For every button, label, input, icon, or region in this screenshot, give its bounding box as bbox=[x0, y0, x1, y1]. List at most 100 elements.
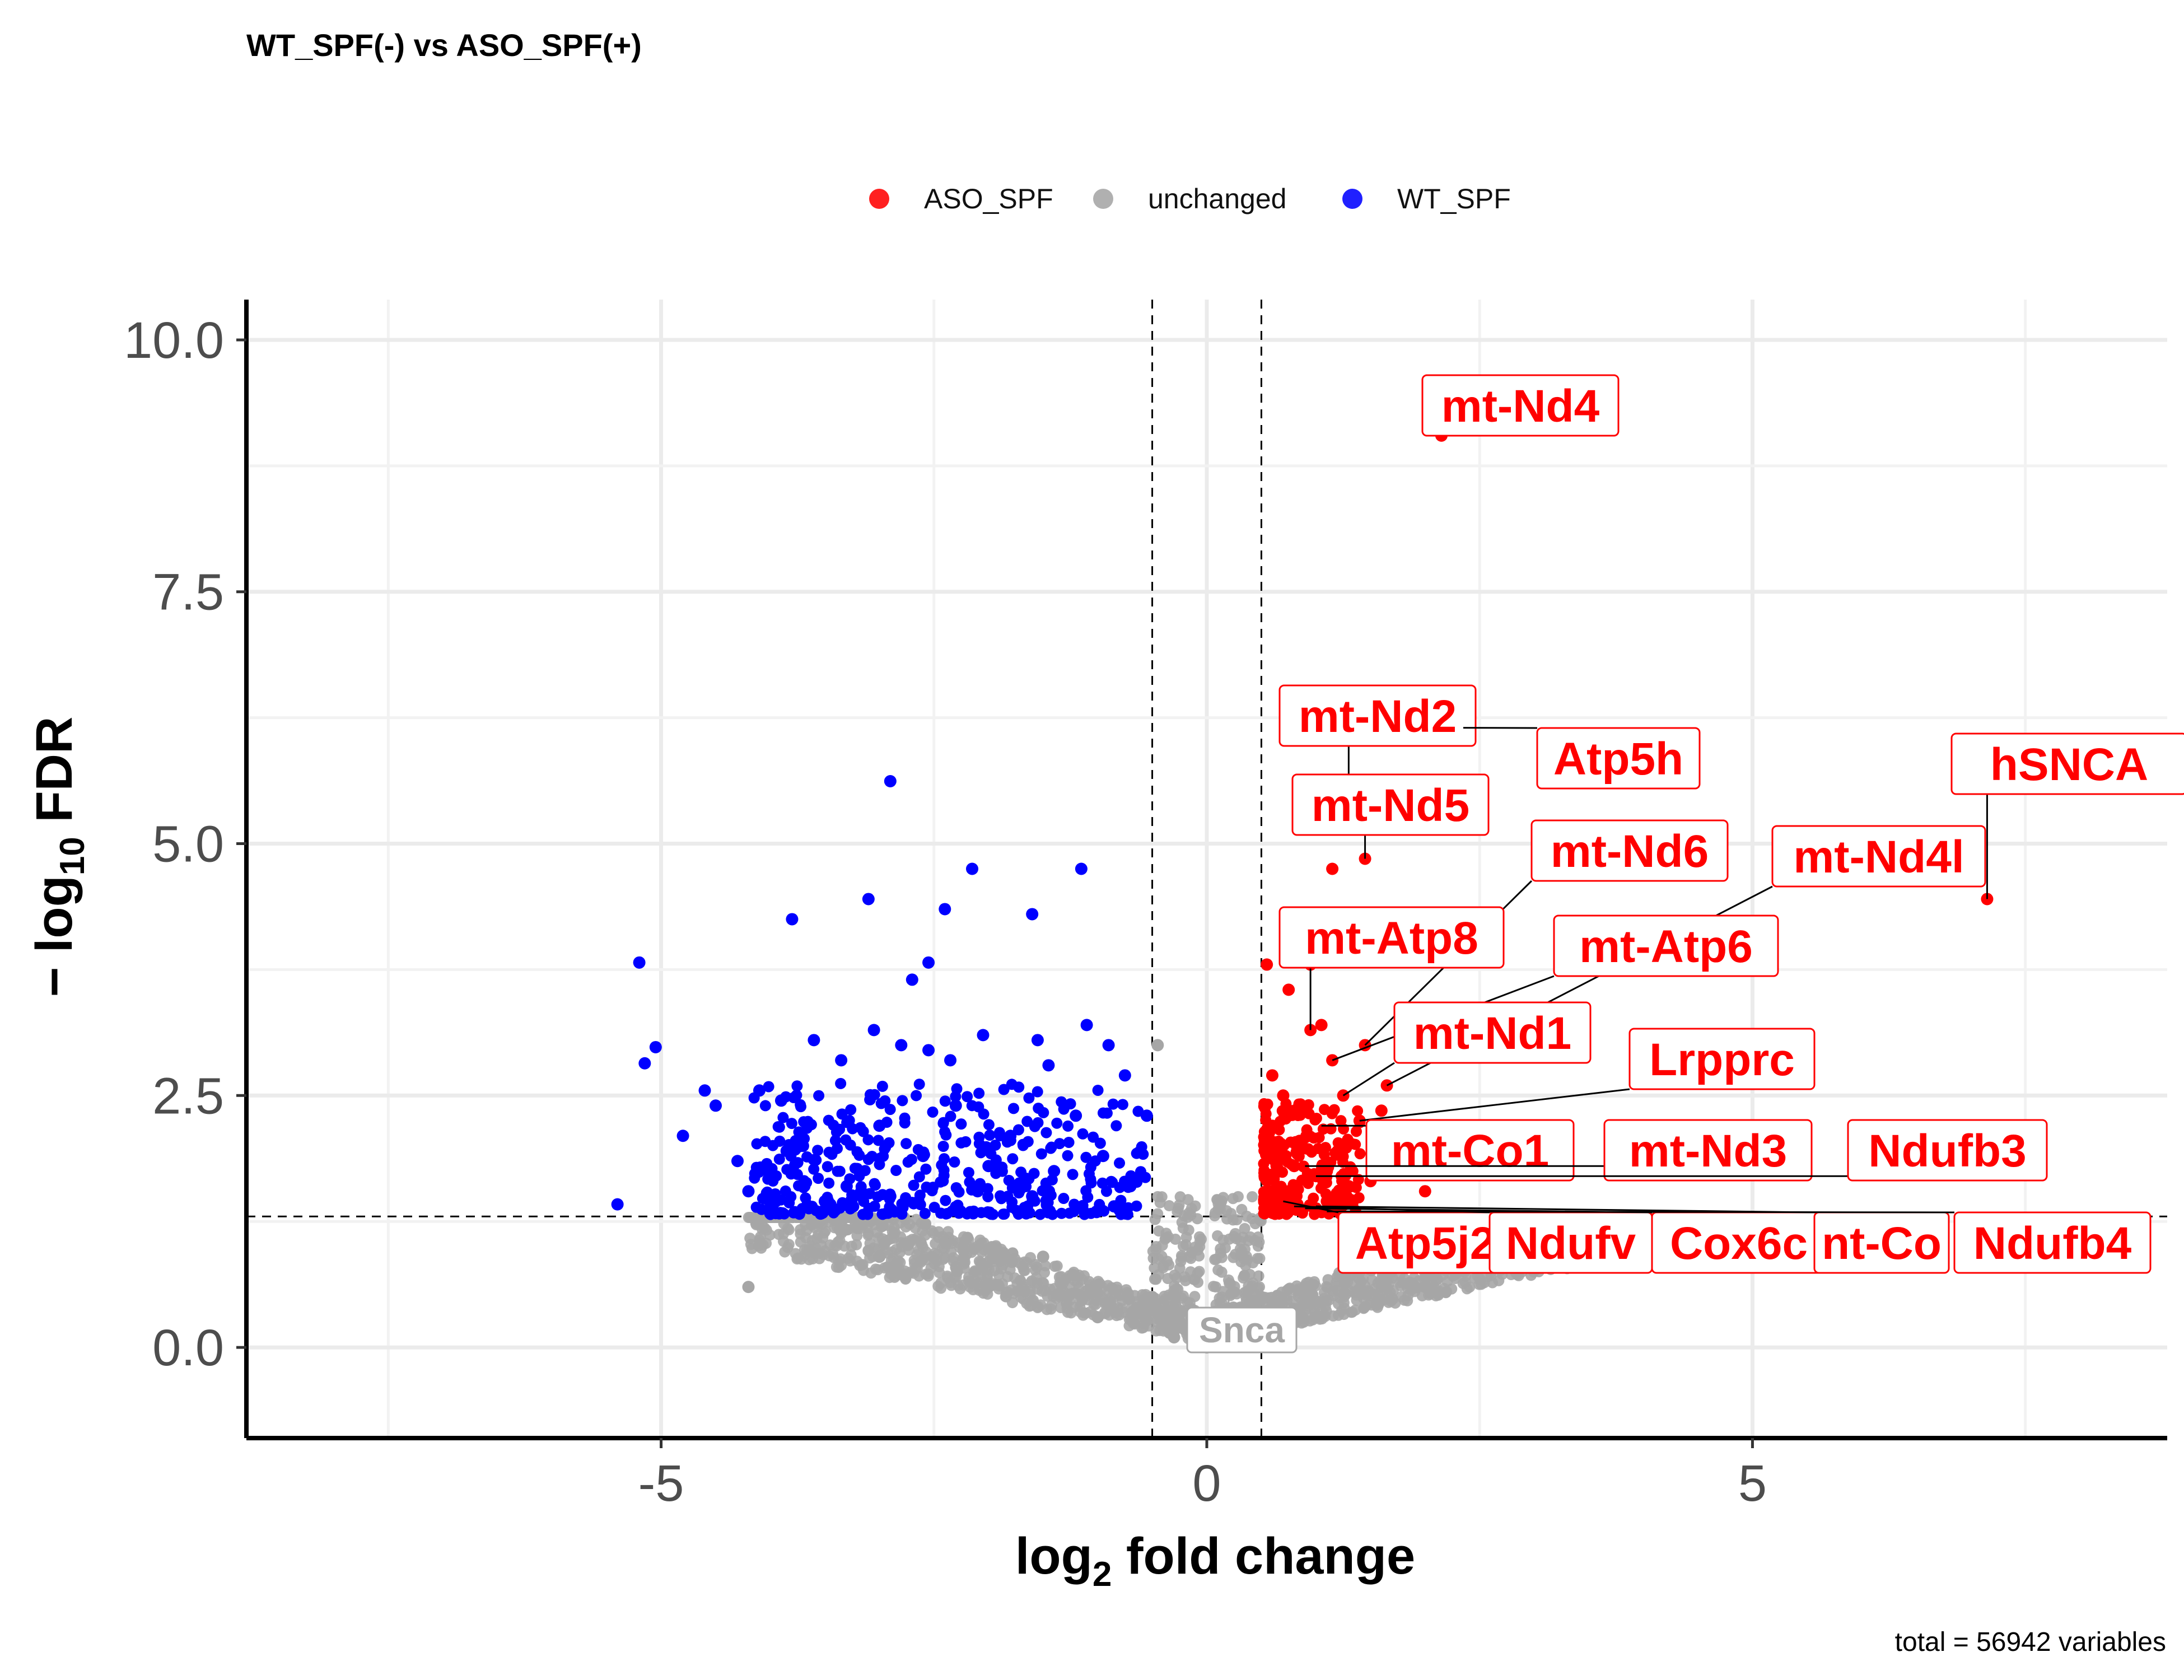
gene-label-2: Atp5h bbox=[1553, 734, 1683, 785]
unchanged-cloud-point bbox=[965, 1277, 977, 1289]
unchanged-cloud-point bbox=[778, 1228, 790, 1240]
label-box-5 bbox=[1530, 819, 1729, 882]
wt-spf-point bbox=[926, 1185, 938, 1197]
wt-spf-point bbox=[1056, 1207, 1067, 1219]
wt-spf-point bbox=[813, 1090, 825, 1102]
wt_spf-point bbox=[939, 903, 951, 916]
unchanged-cloud-point bbox=[881, 1261, 893, 1273]
unchanged-cloud-point bbox=[1156, 1319, 1168, 1331]
wt-spf-point bbox=[1040, 1127, 1052, 1138]
legend-label-wt_spf: WT_SPF bbox=[1397, 183, 1511, 214]
wt-spf-point bbox=[1007, 1153, 1019, 1165]
wt_spf-point bbox=[676, 1130, 689, 1142]
wt-spf-point bbox=[908, 1179, 920, 1191]
unchanged-cloud-point bbox=[1163, 1200, 1175, 1212]
gene-label-4: hSNCA bbox=[1990, 739, 2148, 790]
unchanged-cloud-point bbox=[792, 1252, 804, 1264]
unchanged-cloud-point bbox=[983, 1255, 995, 1267]
aso-spf-point bbox=[1337, 1156, 1348, 1168]
gene-label-18: Ndufb4 bbox=[1973, 1218, 2132, 1269]
wt_spf-point bbox=[922, 1044, 935, 1057]
unchanged-cloud-point bbox=[916, 1238, 927, 1250]
wt_spf-point bbox=[786, 913, 799, 926]
wt-spf-point bbox=[788, 1092, 800, 1104]
aso-spf-point bbox=[1320, 1177, 1332, 1189]
unchanged-cloud-point bbox=[1186, 1246, 1198, 1258]
wt-spf-point bbox=[914, 1199, 926, 1211]
unchanged-cloud-point bbox=[1336, 1305, 1348, 1317]
y-tick-label-0: 0.0 bbox=[152, 1319, 224, 1376]
unchanged-cloud-point bbox=[1241, 1210, 1253, 1222]
wt-spf-point bbox=[806, 1201, 818, 1212]
wt-spf-point bbox=[962, 1091, 973, 1103]
wt-spf-point bbox=[777, 1207, 788, 1219]
unchanged-cloud-point bbox=[1318, 1287, 1330, 1299]
wt-spf-point bbox=[1021, 1116, 1033, 1127]
gene-label-9: mt-Nd1 bbox=[1413, 1008, 1571, 1059]
wt_spf-point bbox=[1108, 1200, 1121, 1213]
unchanged-point bbox=[742, 1281, 755, 1294]
wt-spf-point bbox=[840, 1134, 852, 1146]
wt_spf-point bbox=[764, 1170, 777, 1183]
unchanged-cloud-point bbox=[881, 1234, 893, 1246]
aso_spf-point bbox=[1277, 1089, 1290, 1102]
wt-spf-point bbox=[863, 1202, 875, 1214]
gene-label-5: mt-Nd6 bbox=[1551, 826, 1709, 877]
unchanged-point bbox=[1151, 1039, 1164, 1052]
unchanged-cloud-point bbox=[1149, 1273, 1160, 1285]
wt_spf-point bbox=[1042, 1059, 1055, 1072]
wt_spf-point bbox=[753, 1084, 766, 1097]
wt-spf-point bbox=[769, 1188, 781, 1200]
unchanged-cloud-point bbox=[1121, 1284, 1132, 1296]
unchanged-cloud-point bbox=[1319, 1301, 1331, 1313]
aso-spf-point bbox=[1259, 1103, 1271, 1114]
wt_spf-point bbox=[1026, 1190, 1039, 1203]
wt-spf-point bbox=[759, 1136, 771, 1147]
aso_spf-point bbox=[1282, 983, 1295, 996]
unchanged-cloud-point bbox=[1103, 1285, 1114, 1297]
legend-label-aso_spf: ASO_SPF bbox=[924, 183, 1053, 214]
unchanged-cloud-point bbox=[1149, 1214, 1161, 1225]
wt-spf-point bbox=[841, 1117, 853, 1128]
wt-spf-point bbox=[1100, 1186, 1112, 1197]
wt_spf-point bbox=[977, 1029, 990, 1042]
wt-spf-point bbox=[845, 1104, 857, 1116]
unchanged-cloud-point bbox=[1084, 1279, 1096, 1291]
wt-spf-point bbox=[939, 1095, 951, 1107]
unchanged-cloud-point bbox=[846, 1240, 857, 1252]
wt-spf-point bbox=[767, 1201, 778, 1213]
y-axis-title: − log10 FDR bbox=[26, 717, 92, 997]
legend-key-wt_spf bbox=[1342, 189, 1362, 209]
aso_spf-point bbox=[1315, 1019, 1328, 1032]
aso-spf-point bbox=[1318, 1149, 1330, 1160]
wt-spf-point bbox=[855, 1181, 867, 1193]
wt_spf-point bbox=[818, 1195, 831, 1208]
unchanged-cloud-point bbox=[818, 1249, 829, 1261]
gene-label-17: nt-Co bbox=[1822, 1218, 1942, 1269]
wt-spf-point bbox=[875, 1098, 887, 1109]
unchanged-cloud-point bbox=[1219, 1242, 1231, 1254]
wt-spf-point bbox=[955, 1137, 967, 1149]
y-tick-label-3: 7.5 bbox=[152, 564, 224, 621]
unchanged-cloud-point bbox=[782, 1242, 794, 1253]
unchanged-cloud-point bbox=[946, 1238, 958, 1249]
wt-spf-point bbox=[793, 1126, 805, 1138]
wt-spf-point bbox=[759, 1100, 771, 1112]
wt_spf-point bbox=[862, 893, 875, 906]
unchanged-cloud-point bbox=[837, 1225, 848, 1237]
wt-spf-point bbox=[1062, 1150, 1074, 1161]
wt-spf-point bbox=[1122, 1208, 1133, 1220]
wt-spf-point bbox=[763, 1081, 774, 1093]
unchanged-cloud-point bbox=[935, 1277, 947, 1289]
wt_spf-point bbox=[611, 1198, 624, 1211]
unchanged-point bbox=[1418, 1281, 1431, 1294]
wt_spf-point bbox=[1118, 1069, 1131, 1082]
wt-spf-point bbox=[1023, 1173, 1035, 1185]
unchanged-cloud-point bbox=[1364, 1286, 1375, 1298]
wt-spf-point bbox=[1083, 1168, 1095, 1180]
wt-spf-point bbox=[896, 1198, 908, 1210]
unchanged-cloud-point bbox=[1339, 1273, 1351, 1285]
label-box-1 bbox=[1278, 684, 1477, 747]
wt-spf-point bbox=[847, 1191, 858, 1202]
wt-spf-point bbox=[1101, 1107, 1113, 1119]
